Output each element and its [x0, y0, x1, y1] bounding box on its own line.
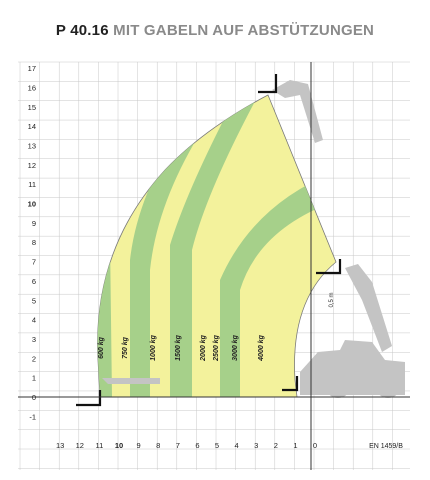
y-tick-label: 6	[32, 277, 36, 286]
load-label: 600 kg	[98, 336, 105, 359]
load-label: 750 kg	[122, 336, 129, 359]
x-tick-label: 1	[293, 441, 297, 450]
front-wheel-icon	[325, 372, 351, 398]
y-tick-label: -1	[29, 412, 36, 421]
model-name: P 40.16	[55, 22, 109, 39]
chart-subtitle: MIT GABELN AUF ABSTÜTZUNGEN	[113, 22, 375, 39]
y-tick-label: 11	[28, 180, 36, 189]
x-tick-label: 9	[137, 441, 141, 450]
x-tick-label: 4	[235, 441, 239, 450]
y-tick-label: 14	[28, 122, 36, 131]
y-tick-label: 17	[28, 64, 36, 73]
x-tick-label: 13	[56, 441, 64, 450]
y-tick-label: 4	[32, 316, 36, 325]
y-tick-label: 2	[32, 354, 36, 363]
y-tick-label: 5	[32, 296, 36, 305]
standard-label: EN 1459/B	[369, 443, 403, 450]
y-tick-label: 12	[28, 161, 36, 170]
rear-wheel-icon	[375, 372, 401, 398]
fork-top-icon	[258, 74, 278, 94]
y-tick-label: 16	[28, 83, 36, 92]
band-2000kg	[170, 95, 272, 397]
x-tick-label: 2	[274, 441, 278, 450]
x-tick-label: 3	[254, 441, 258, 450]
load-label: 1000 kg	[150, 334, 157, 360]
load-label: 4000 kg	[258, 334, 265, 361]
load-labels: 600 kg 750 kg 1000 kg 1500 kg 2000 kg 2500 kg…	[98, 334, 265, 361]
load-label: 1500 kg	[175, 334, 182, 360]
load-label: 2000 kg	[200, 334, 207, 361]
load-label: 2500 kg	[213, 334, 220, 361]
y-tick-label: 9	[32, 219, 36, 228]
y-tick-label: 10	[28, 200, 36, 209]
x-tick-label: 12	[76, 441, 84, 450]
chart-title: P 40.16 MIT GABELN AUF ABSTÜTZUNGEN	[0, 22, 430, 39]
boom-top-silhouette	[272, 80, 323, 143]
y-tick-label: 8	[32, 238, 36, 247]
x-tick-label: 8	[156, 441, 160, 450]
x-tick-label: 11	[96, 441, 104, 450]
x-tick-label: 10	[115, 441, 123, 450]
offset-label: 0,5 m	[329, 292, 335, 307]
boom-silhouette	[345, 264, 392, 352]
x-tick-label: 5	[215, 441, 219, 450]
boom-low-silhouette	[102, 378, 160, 384]
fork-mid-icon	[316, 259, 342, 275]
fork-left-icon	[76, 390, 102, 407]
y-tick-label: 3	[32, 335, 36, 344]
x-tick-label: 7	[176, 441, 180, 450]
y-tick-label: 1	[32, 374, 36, 383]
x-tick-label: 0	[313, 441, 317, 450]
load-label: 3000 kg	[232, 334, 239, 360]
telehandler-silhouette	[102, 80, 405, 398]
x-tick-label: 6	[195, 441, 199, 450]
y-tick-label: 13	[28, 141, 36, 150]
y-tick-label: 7	[32, 258, 36, 267]
y-tick-label: 0	[32, 393, 36, 402]
fork-markers	[76, 74, 342, 407]
x-tick-labels: 13 12 11 10 9 8 7 6 5 4 3 2 1 0	[56, 441, 317, 450]
fork-low-icon	[282, 376, 299, 392]
y-tick-label: 15	[28, 103, 36, 112]
